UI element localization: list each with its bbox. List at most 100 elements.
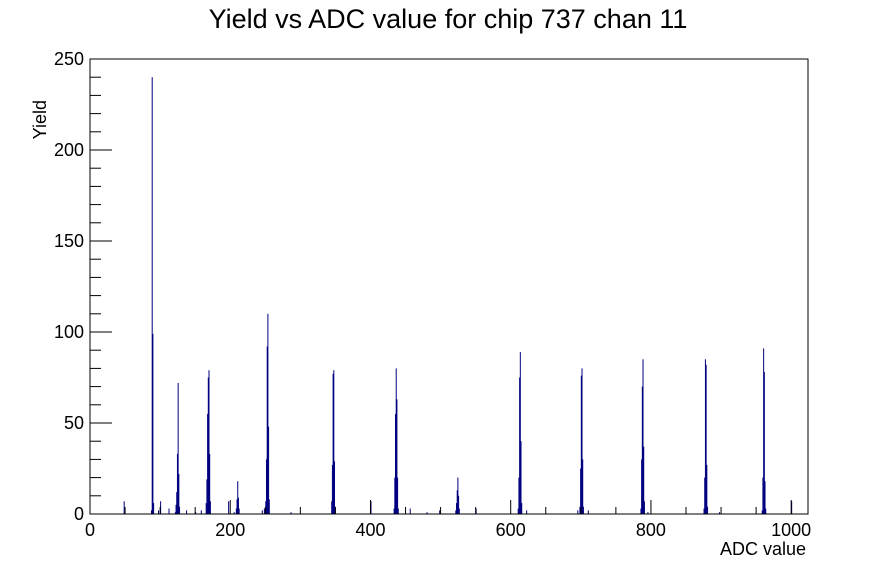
x-tick-label: 1000 (771, 520, 811, 540)
histogram-bin (394, 477, 396, 514)
histogram-bin (228, 501, 230, 514)
histogram-bin (761, 510, 763, 514)
histogram-bin (706, 464, 708, 514)
x-tick-label: 600 (496, 520, 526, 540)
histogram-bin (439, 510, 441, 514)
histogram-bin (426, 512, 428, 514)
x-tick-label: 0 (85, 520, 95, 540)
histogram-bin (195, 512, 197, 514)
histogram-bin (395, 368, 397, 514)
histogram-bin (587, 510, 589, 514)
histogram-bin (519, 352, 521, 514)
histogram-bin (179, 506, 181, 514)
x-tick-label: 400 (355, 520, 385, 540)
histogram-bin (579, 506, 581, 514)
histogram-bin (577, 510, 579, 514)
histogram-bin (160, 501, 162, 514)
histogram-bin (331, 464, 333, 514)
histogram-bin (332, 373, 334, 514)
histogram-bin (205, 503, 207, 514)
histogram-bin (237, 497, 239, 514)
y-tick-label: 200 (54, 140, 84, 160)
histogram-bin (641, 386, 643, 514)
histogram-bin (200, 510, 202, 514)
histogram-bin (333, 370, 335, 514)
histogram-bin (455, 510, 457, 514)
histogram-bin (370, 501, 372, 514)
histogram-bin (158, 510, 160, 514)
histogram-bin (397, 508, 399, 514)
histogram-bin (151, 77, 153, 514)
histogram-bin (207, 413, 209, 514)
histogram-bin (707, 506, 709, 514)
histogram-bin (209, 453, 211, 514)
histogram-bin (152, 333, 154, 514)
histogram-bin (290, 512, 292, 514)
histogram-bin (642, 359, 644, 514)
histogram-bin (763, 348, 765, 514)
x-tick-label: 800 (636, 520, 666, 540)
histogram-bin (643, 501, 645, 514)
histogram-bin (263, 508, 265, 514)
histogram-bin (265, 459, 267, 514)
histogram-bin (209, 501, 211, 514)
histogram-bin (704, 477, 706, 514)
histogram-bin (206, 479, 208, 514)
histogram-bin (123, 501, 125, 514)
histogram-bin (457, 477, 459, 514)
histogram-bars (123, 77, 793, 514)
histogram-bin (186, 510, 188, 514)
histogram-bin (456, 490, 458, 514)
histogram-bin (268, 426, 270, 514)
histogram-bin (526, 510, 528, 514)
histogram-bin (397, 477, 399, 514)
x-axis: 0 200 400 600 800 1000 (85, 500, 811, 540)
y-tick-label: 0 (74, 504, 84, 524)
histogram-bin (395, 413, 397, 514)
histogram-bin (704, 359, 706, 514)
histogram-bin (261, 510, 263, 514)
histogram-bin (153, 503, 155, 514)
histogram-bin (521, 503, 523, 514)
histogram-bin (168, 508, 170, 514)
histogram-bin (237, 481, 239, 514)
histogram-bin (233, 512, 235, 514)
histogram-bin (238, 508, 240, 514)
histogram-bin (765, 508, 767, 514)
histogram-bin (518, 477, 520, 514)
y-axis-label: Yield (30, 100, 50, 139)
histogram-bin (409, 508, 411, 514)
histogram-bin (174, 512, 176, 514)
histogram-bin (458, 495, 460, 514)
histogram-bin (640, 508, 642, 514)
histogram-bin (207, 377, 209, 514)
histogram-bin (177, 382, 179, 514)
y-tick-label: 250 (54, 49, 84, 69)
histogram-bin (396, 399, 398, 514)
histogram-bin (762, 477, 764, 514)
histogram-bin (643, 446, 645, 514)
histogram-bin (175, 504, 177, 514)
histogram-bin (647, 512, 649, 514)
histogram-bin (517, 508, 519, 514)
histogram-bin (458, 508, 460, 514)
histogram-bin (236, 499, 238, 514)
y-tick-label: 150 (54, 231, 84, 251)
histogram-bin (519, 377, 521, 514)
histogram-bin (268, 499, 270, 514)
histogram-bin (764, 481, 766, 514)
histogram-bin (705, 364, 707, 514)
histogram-bin (641, 459, 643, 514)
y-axis: 0 50 100 150 200 250 (54, 49, 112, 524)
histogram-bin (703, 508, 705, 514)
histogram-bin (763, 372, 765, 514)
histogram-bin (581, 368, 583, 514)
histogram-bin (520, 441, 522, 514)
histogram-bin (331, 501, 333, 514)
histogram-bin (718, 512, 720, 514)
histogram-bin (334, 461, 336, 514)
histogram-bin (176, 453, 178, 514)
x-tick-label: 200 (215, 520, 245, 540)
histogram-bin (267, 313, 269, 514)
